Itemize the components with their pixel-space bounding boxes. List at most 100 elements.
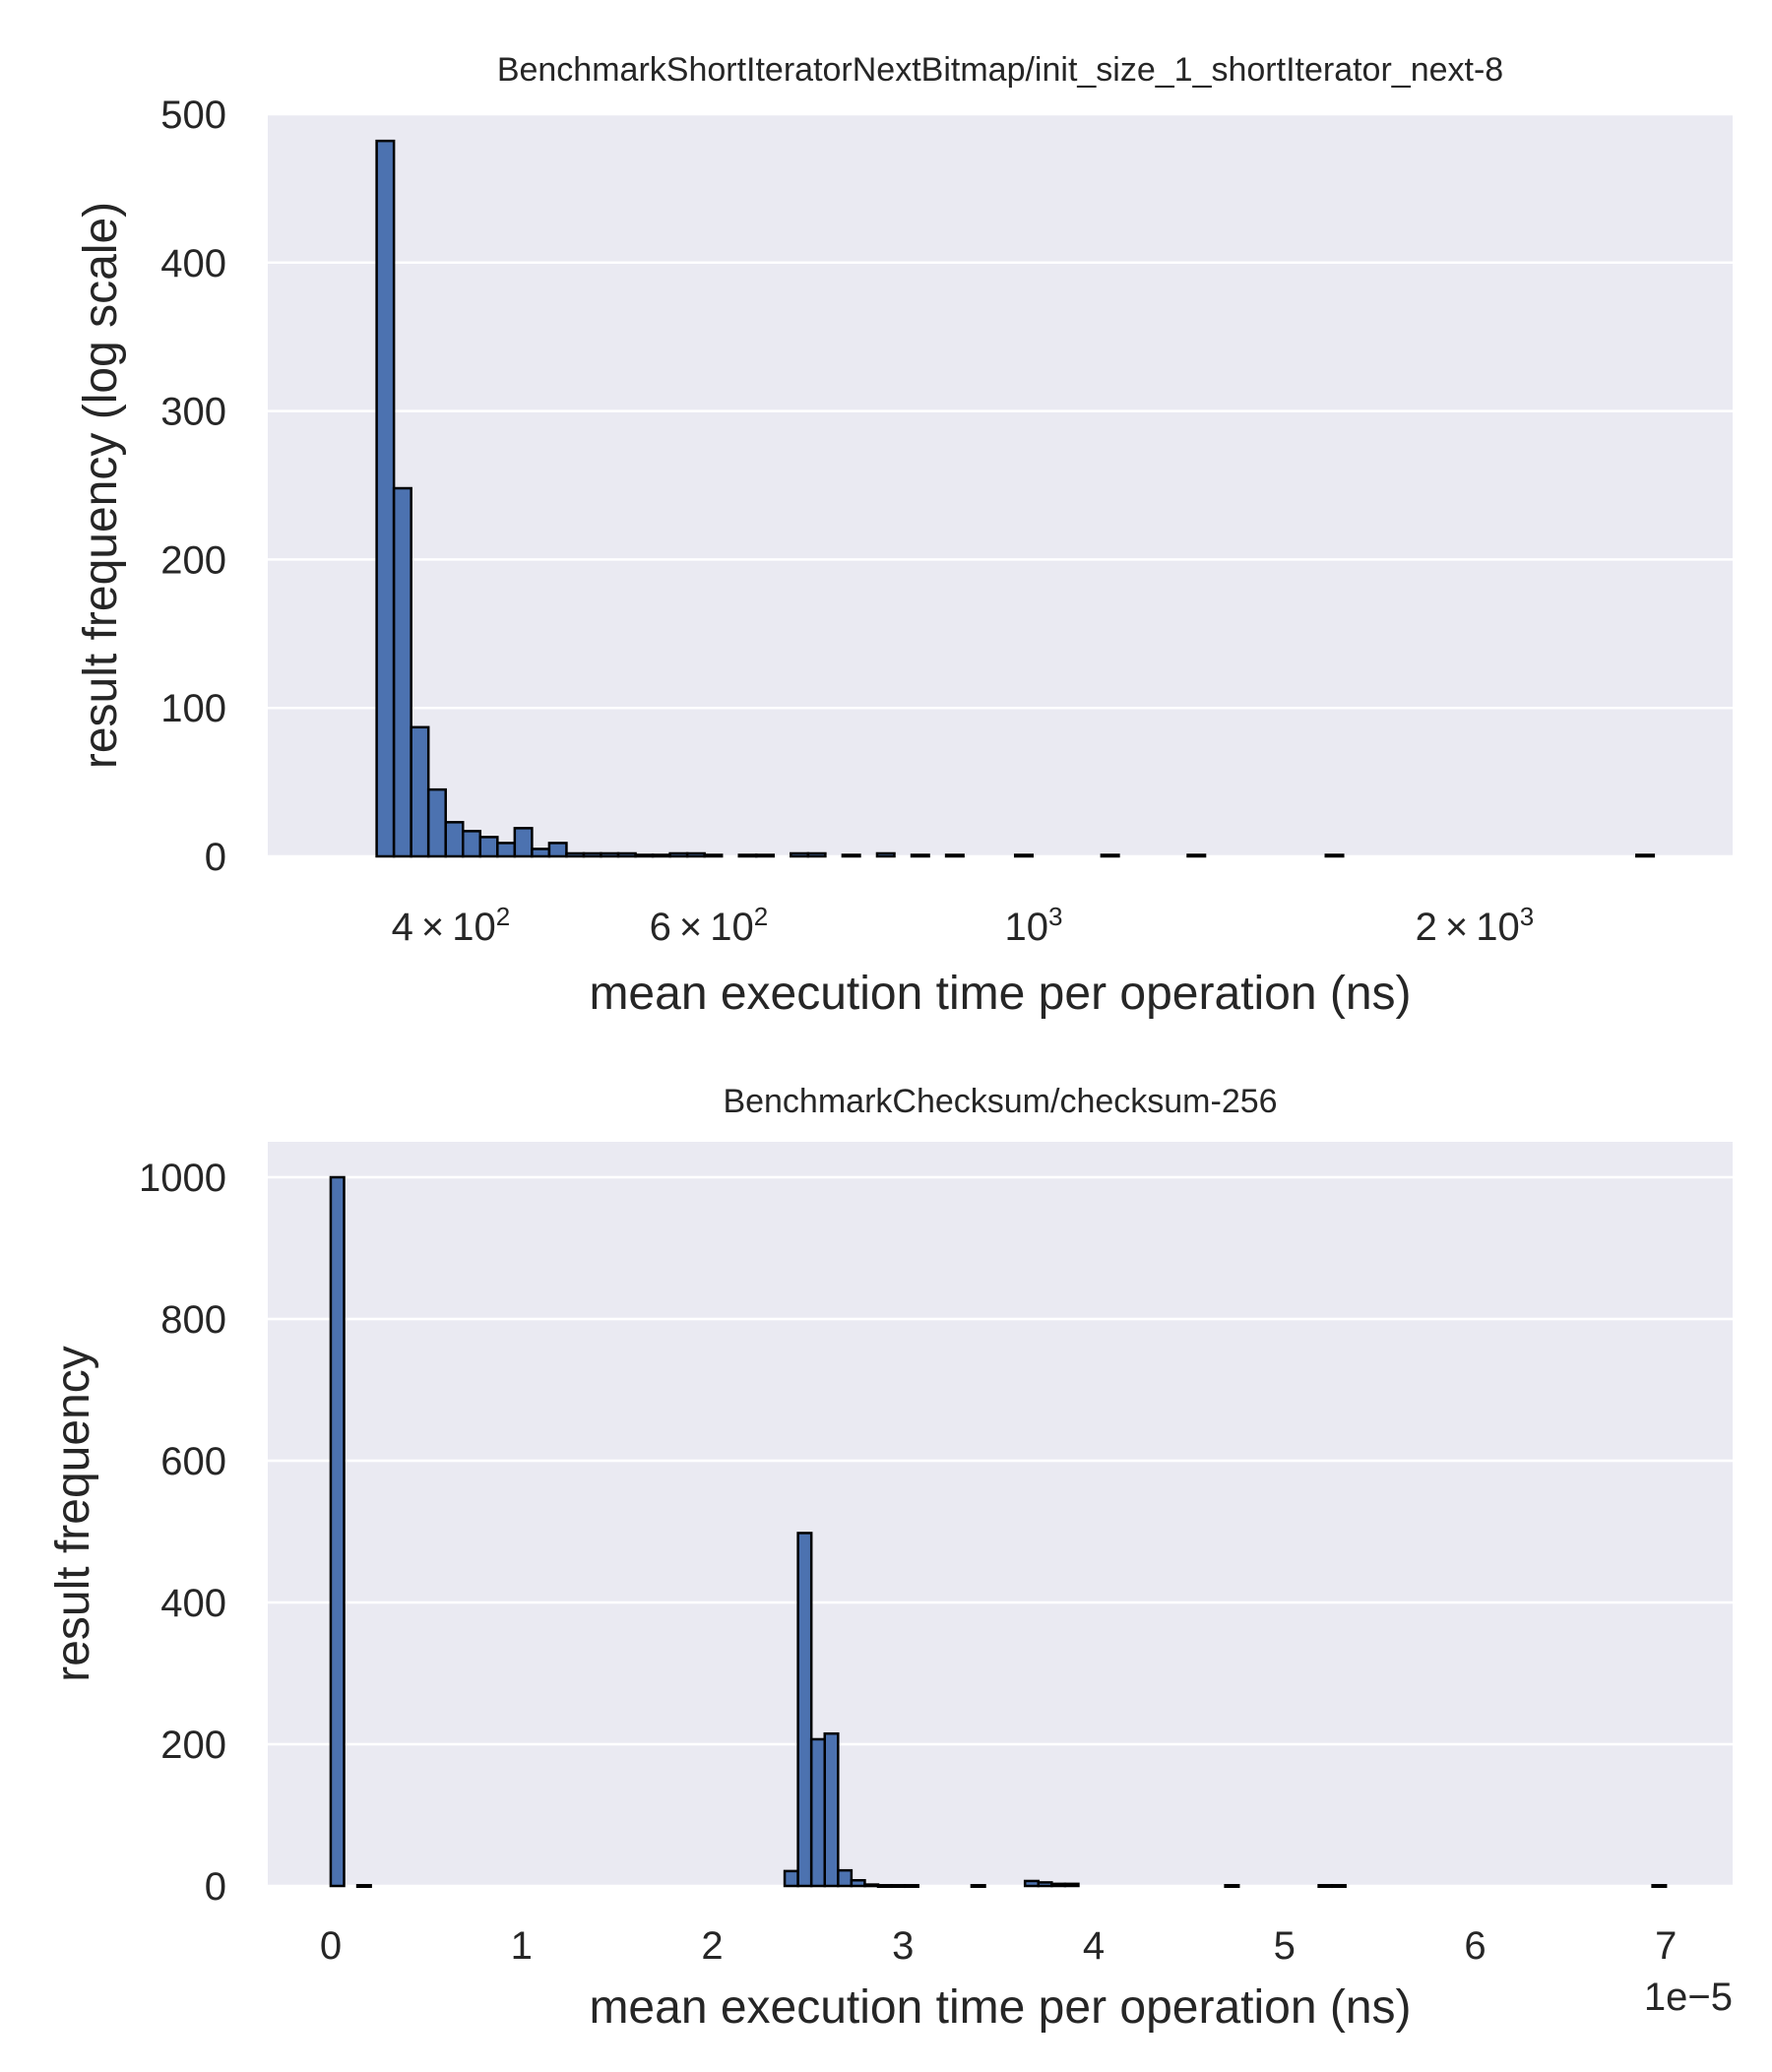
- histogram-bar: [809, 1737, 826, 1888]
- y-tick-label: 400: [160, 1582, 226, 1625]
- chart-title: BenchmarkShortIteratorNextBitmap/init_si…: [497, 51, 1503, 89]
- histogram-bar: [1023, 1879, 1040, 1888]
- histogram-bar: [1186, 853, 1207, 858]
- tick-mantissa: 2 × 10: [1416, 906, 1520, 949]
- chart-panel-2: 0 200 400 600 800 1000 0 1 2 3 4 5 6 7 BenchmarkChec…: [47, 1083, 1733, 2034]
- histogram-bar: [513, 827, 534, 858]
- x-tick-label: 6: [1464, 1924, 1486, 1968]
- histogram-bar: [837, 1868, 854, 1888]
- x-tick-label: 7: [1655, 1924, 1677, 1968]
- tick-mantissa: 10: [1005, 906, 1049, 949]
- histogram-bar: [1330, 1884, 1347, 1889]
- x-tick-label: 2 × 103: [1416, 902, 1535, 949]
- histogram-bar: [863, 1883, 880, 1888]
- histogram-bar: [1317, 1884, 1334, 1889]
- plot-area-background: [268, 114, 1733, 856]
- y-tick-label: 200: [160, 1724, 226, 1767]
- histogram-bar: [703, 853, 724, 858]
- histogram-bar: [823, 1731, 840, 1888]
- y-axis-label: result frequency (log scale): [75, 202, 127, 769]
- tick-mantissa: 6 × 10: [650, 906, 754, 949]
- y-tick-label: 200: [160, 538, 226, 582]
- histogram-bar: [1050, 1882, 1067, 1888]
- histogram-bar: [392, 486, 412, 858]
- histogram-bar: [329, 1175, 346, 1888]
- x-tick-label: 6 × 102: [650, 902, 769, 949]
- y-tick-label: 0: [205, 836, 226, 879]
- histogram-bar: [737, 853, 758, 858]
- x-tick-label: 4 × 102: [392, 902, 511, 949]
- tick-exponent: 3: [1520, 902, 1534, 931]
- histogram-bar: [850, 1878, 866, 1888]
- histogram-bars: [329, 1175, 1668, 1889]
- y-tick-labels: 0 200 400 600 800 1000: [139, 1157, 226, 1909]
- histogram-bar: [355, 1884, 372, 1889]
- y-tick-label: 600: [160, 1440, 226, 1483]
- tick-exponent: 2: [496, 902, 510, 931]
- y-tick-labels: 0 100 200 300 400 500: [160, 94, 226, 879]
- histogram-bar: [600, 851, 620, 858]
- histogram-bar: [783, 1869, 799, 1888]
- y-tick-label: 500: [160, 94, 226, 137]
- histogram-bar: [1635, 853, 1656, 858]
- tick-mantissa: 4 × 10: [392, 906, 496, 949]
- histogram-bar: [547, 842, 568, 858]
- histogram-bar: [806, 851, 827, 858]
- x-axis-label: mean execution time per operation (ns): [589, 1981, 1411, 2034]
- y-tick-label: 0: [205, 1865, 226, 1909]
- y-axis-label: result frequency: [47, 1346, 99, 1682]
- gridlines: [268, 112, 1733, 858]
- gridlines: [268, 1175, 1733, 1888]
- histogram-bar: [1100, 853, 1120, 858]
- histogram-bar: [1037, 1881, 1053, 1888]
- histogram-bar: [755, 853, 776, 858]
- histogram-bar: [616, 851, 637, 858]
- histogram-bar: [375, 139, 396, 858]
- histogram-bar: [890, 1884, 907, 1889]
- x-tick-label: 0: [320, 1924, 342, 1968]
- histogram-bar: [444, 821, 465, 858]
- tick-exponent: 3: [1048, 902, 1062, 931]
- histogram-bar: [1224, 1884, 1240, 1889]
- histogram-bar: [565, 851, 586, 858]
- histogram-bar: [1013, 853, 1034, 858]
- x-tick-label: 103: [1005, 902, 1063, 949]
- histogram-bar: [796, 1532, 813, 1888]
- x-tick-labels: 0 1 2 3 4 5 6 7: [320, 1924, 1677, 1968]
- histogram-bar: [496, 842, 517, 858]
- histogram-bar: [841, 853, 861, 858]
- y-tick-label: 1000: [139, 1157, 226, 1200]
- plot-area-background: [268, 1142, 1733, 1886]
- tick-exponent: 2: [754, 902, 768, 931]
- y-tick-label: 800: [160, 1298, 226, 1342]
- histogram-bar: [1651, 1884, 1668, 1889]
- y-tick-label: 300: [160, 391, 226, 434]
- histogram-bar: [582, 851, 602, 858]
- y-tick-label: 100: [160, 687, 226, 730]
- x-tick-label: 4: [1083, 1924, 1105, 1968]
- histogram-bar: [651, 853, 671, 858]
- histogram-bar: [668, 851, 689, 858]
- histogram-bar: [876, 1884, 893, 1889]
- histogram-bar: [1324, 853, 1345, 858]
- x-tick-label: 1: [511, 1924, 533, 1968]
- histogram-bar: [410, 725, 430, 858]
- histogram-bar: [634, 853, 655, 858]
- histogram-bar: [478, 836, 499, 858]
- chart-title: BenchmarkChecksum/checksum-256: [723, 1083, 1277, 1120]
- x-axis-offset-label: 1e−5: [1644, 1976, 1733, 2019]
- y-tick-label: 400: [160, 242, 226, 285]
- histogram-bar: [531, 848, 551, 858]
- histogram-bar: [462, 830, 482, 858]
- x-tick-labels: 4 × 102 6 × 102 103 2 × 103: [392, 902, 1535, 949]
- histogram-bar: [790, 851, 810, 858]
- histogram-bars: [375, 139, 1656, 858]
- x-tick-label: 5: [1274, 1924, 1296, 1968]
- histogram-bar: [685, 851, 706, 858]
- x-tick-label: 3: [892, 1924, 914, 1968]
- x-tick-label: 2: [701, 1924, 723, 1968]
- histogram-bar: [910, 853, 930, 858]
- histogram-bar: [875, 851, 896, 858]
